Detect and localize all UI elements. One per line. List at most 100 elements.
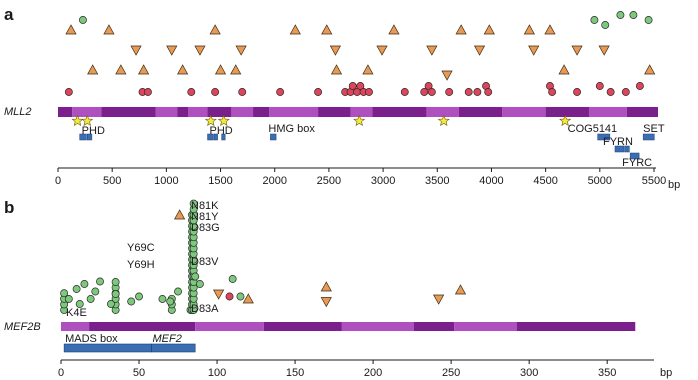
missense-point [158,295,167,303]
x-tick-label: 5500 [642,175,666,187]
protein-segment [350,107,373,117]
inframe-deletion-marker [558,64,570,75]
x-axis-unit-b: bp [660,367,672,379]
domain-box [87,133,93,141]
protein-segment [231,107,254,117]
domain-label: FYRC [622,157,652,169]
missense-point [60,289,69,298]
nonsense-point [548,88,557,96]
gene-label-mll2: MLL2 [4,106,32,118]
nonsense-point [400,88,409,96]
nonsense-point [573,88,582,96]
frameshift-marker [571,45,583,56]
x-tick-label: 200 [364,367,382,379]
frameshift-marker [235,45,247,56]
missense-point [616,11,625,19]
protein-segment [626,107,659,117]
domain-label: SET [643,123,665,135]
splice-site-star [71,114,84,127]
x-tick-label: 0 [58,367,64,379]
splice-site-star [217,114,230,127]
inframe-deletion-marker [87,64,99,75]
domain-box [614,145,625,153]
nonsense-point [464,88,473,96]
splice-site-star [559,114,572,127]
protein-segment [516,322,636,331]
nonsense-point [595,82,604,90]
inframe-deletion-marker [138,64,150,75]
frameshift-marker [473,45,486,56]
nonsense-point [424,82,433,90]
inframe-deletion-marker [362,64,374,75]
mutation-label: K4E [66,307,87,319]
frameshift-marker [130,45,142,56]
protein-segment [263,322,342,331]
mutation-label: N81Y [191,211,219,223]
protein-segment [155,107,178,117]
nonsense-point [484,88,493,96]
domain-label: HMG box [268,123,315,135]
mutation-label: D83V [191,256,219,268]
x-tick-label: 1500 [208,175,232,187]
protein-segment [269,107,319,117]
missense-point [96,277,104,286]
x-tick-label: 350 [598,367,616,379]
frameshift-marker [528,45,540,56]
inframe-deletion-marker [330,64,343,75]
domain-box [642,133,655,141]
protein-segment [545,107,589,117]
inframe-deletion-marker [483,24,495,35]
inframe-deletion-marker [230,64,242,75]
missense-point [91,287,100,296]
protein-segment [61,322,90,331]
domain-box [597,133,611,141]
domain-label: MEF2 [153,333,182,345]
splice-site-star [437,114,450,127]
inframe-deletion-marker [644,64,656,75]
inframe-deletion-marker [115,64,127,75]
missense-point [127,297,136,306]
frameshift-marker [213,289,225,300]
protein-segment [413,322,455,331]
inframe-deletion-marker [103,24,115,35]
protein-segment [177,107,189,117]
missense-point [111,290,120,298]
frameshift-marker [194,45,206,56]
nonsense-point [143,88,152,96]
protein-segment [502,107,546,117]
x-tick-label: 4500 [533,175,557,187]
missense-point [72,285,81,293]
protein-segment [58,107,73,117]
nonsense-point [64,88,73,96]
x-tick-label: 4000 [479,175,503,187]
frameshift-marker [598,45,610,56]
x-tick-label: 300 [520,367,538,379]
nonsense-point [365,88,373,96]
missense-point [80,280,89,288]
frameshift-marker [433,294,445,305]
protein-segment [458,107,503,117]
nonsense-point [427,88,436,96]
inframe-deletion-marker [289,24,301,35]
inframe-deletion-marker [320,281,332,292]
splice-site-star [204,114,217,127]
x-tick-label: 250 [442,367,460,379]
domain-label: MADS box [65,333,118,345]
protein-segment [253,107,270,117]
nonsense-point [621,88,630,96]
protein-segment [341,322,414,331]
x-tick-label: 5000 [588,175,612,187]
protein-segment [426,107,459,117]
nonsense-point [187,88,196,96]
missense-point [195,280,204,288]
splice-site-star [353,114,366,127]
frameshift-marker [441,70,453,81]
protein-segment [454,322,517,331]
nonsense-point [238,88,247,96]
missense-point [166,297,175,306]
gene-label-mef2b: MEF2B [4,321,41,333]
protein-segment [89,322,196,331]
missense-point [64,295,73,303]
